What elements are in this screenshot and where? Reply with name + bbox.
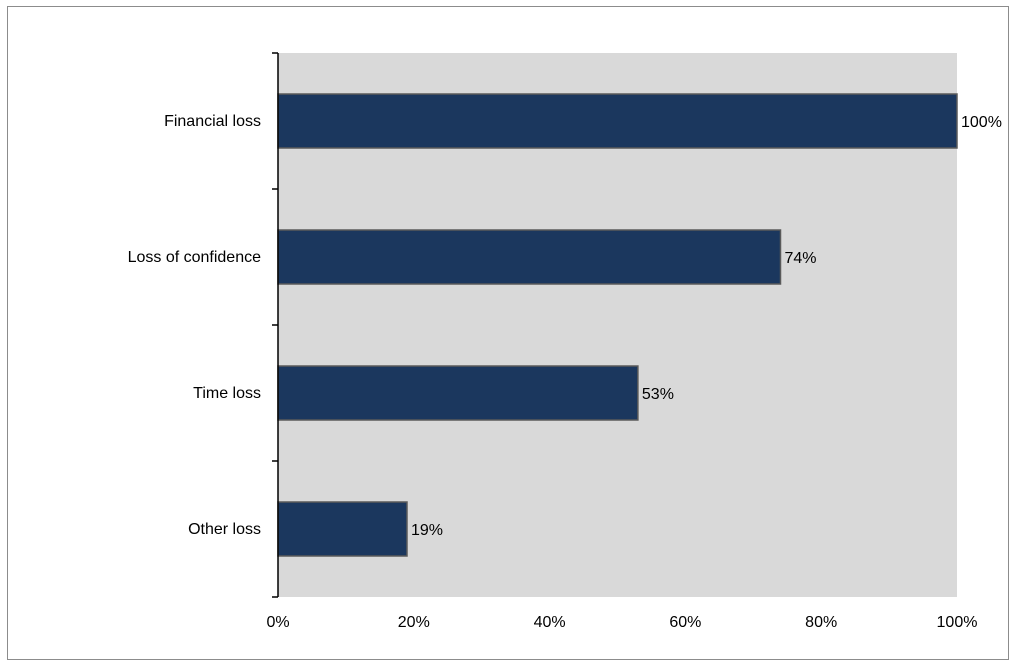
bar-time-loss — [277, 365, 639, 421]
category-label: Financial loss — [164, 113, 261, 130]
category-label: Other loss — [188, 521, 261, 538]
data-label: 19% — [411, 522, 443, 539]
bars-group — [277, 93, 958, 557]
data-label: 74% — [785, 250, 817, 267]
labels-group: Financial loss 100% Loss of confidence 74% T… — [128, 113, 1002, 631]
data-label: 53% — [642, 386, 674, 403]
bar-loss-of-confidence — [277, 229, 782, 285]
x-tick-label: 60% — [669, 614, 701, 631]
category-label: Time loss — [193, 385, 261, 402]
x-tick-label: 0% — [266, 614, 289, 631]
x-tick-label: 80% — [805, 614, 837, 631]
bar-financial-loss — [277, 93, 958, 149]
bar-other-loss — [277, 501, 408, 557]
x-tick-label: 100% — [937, 614, 978, 631]
data-label: 100% — [961, 114, 1002, 131]
x-tick-label: 20% — [398, 614, 430, 631]
category-label: Loss of confidence — [128, 249, 262, 266]
axes-group — [272, 52, 279, 598]
x-tick-label: 40% — [534, 614, 566, 631]
